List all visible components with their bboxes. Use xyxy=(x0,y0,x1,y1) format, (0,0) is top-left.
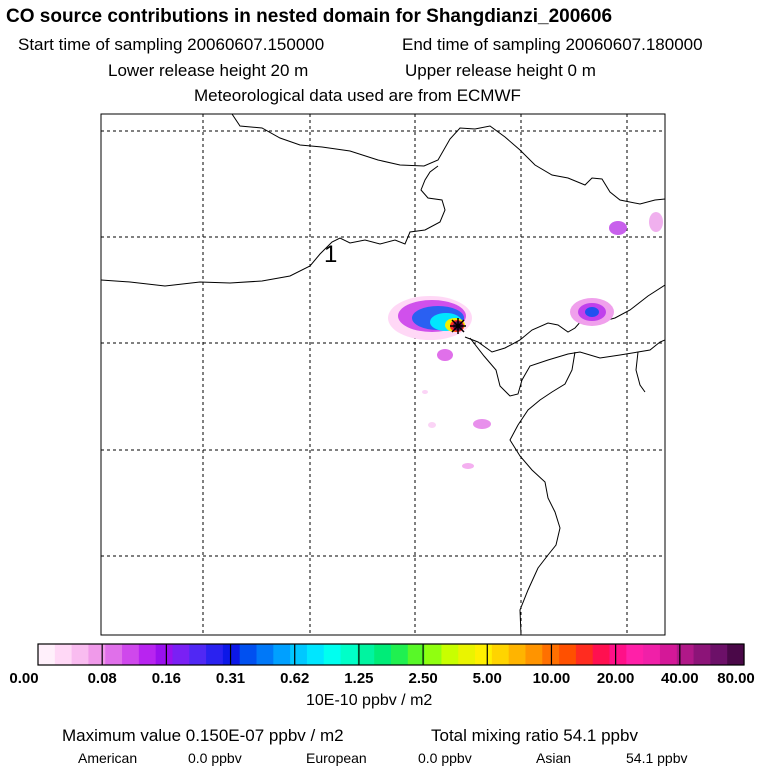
ne-blob-1 xyxy=(609,221,627,235)
colorbar-tick-label: 1.25 xyxy=(344,670,374,687)
colorbar-cell xyxy=(710,644,728,665)
east-blob-blue xyxy=(585,307,599,317)
met-data-label: Meteorological data used are from ECMWF xyxy=(194,86,521,105)
colorbar-tick-label: 10.00 xyxy=(532,670,571,687)
colorbar-cell xyxy=(525,644,543,665)
colorbar-unit: 10E-10 ppbv / m2 xyxy=(306,692,433,709)
european-value: 0.0 ppbv xyxy=(418,750,472,766)
map-label-1: 1 xyxy=(324,241,337,268)
colorbar-tick-label: 2.50 xyxy=(408,670,438,687)
colorbar-cell xyxy=(424,644,443,665)
colorbar-cell xyxy=(626,644,644,665)
coast-bohai xyxy=(464,284,665,353)
colorbar-cell xyxy=(441,644,459,665)
colorbar-tick-label: 0.00 xyxy=(9,670,39,687)
colorbar-cell xyxy=(54,644,73,665)
total-mixing-label: Total mixing ratio 54.1 ppbv xyxy=(431,726,638,745)
colorbar-cell xyxy=(676,644,695,665)
colorbar-cell xyxy=(727,644,745,665)
colorbar-cell xyxy=(592,644,611,665)
american-value: 0.0 ppbv xyxy=(188,750,242,766)
ne-blob-2 xyxy=(649,212,663,232)
colorbar-cell xyxy=(206,644,224,665)
colorbar-tick-label: 0.16 xyxy=(151,670,181,687)
colorbar-tick-label: 80.00 xyxy=(717,670,755,687)
colorbar-cell xyxy=(88,644,106,665)
colorbar-major-ticks xyxy=(101,644,681,665)
colorbar-tick-label: 0.31 xyxy=(215,670,246,687)
colorbar-cell xyxy=(38,644,56,665)
colorbar-cell xyxy=(391,644,409,665)
colorbar-cell xyxy=(508,644,527,665)
end-time-label: End time of sampling 20060607.180000 xyxy=(402,35,703,54)
country-borders xyxy=(101,114,665,635)
max-value-label: Maximum value 0.150E-07 ppbv / m2 xyxy=(62,726,344,745)
colorbar-tick-label: 20.00 xyxy=(596,670,635,687)
colorbar-frame xyxy=(37,643,745,666)
chart-title: CO source contributions in nested domain… xyxy=(6,6,613,27)
colorbar-cell xyxy=(659,644,678,665)
asian-value: 54.1 ppbv xyxy=(626,750,688,766)
receptor-marker xyxy=(450,318,466,334)
colorbar-cell xyxy=(340,644,358,665)
colorbar-cell xyxy=(138,644,157,665)
colorbar-cell xyxy=(458,644,476,665)
colorbar-cell xyxy=(189,644,207,665)
colorbar-tick-label: 40.00 xyxy=(661,670,699,687)
colorbar-cell xyxy=(71,644,90,665)
colorbar-cell xyxy=(222,644,241,665)
colorbar-cell xyxy=(643,644,661,665)
colorbar-cell xyxy=(306,644,325,665)
south-blob-2 xyxy=(473,419,491,429)
south-blob-3 xyxy=(462,463,474,469)
colorbar-cells xyxy=(38,644,745,665)
colorbar-cell xyxy=(323,644,342,665)
colorbar-cell xyxy=(105,644,123,665)
map-frame xyxy=(100,113,666,636)
colorbar-cell xyxy=(122,644,140,665)
colorbar-cell xyxy=(609,644,627,665)
european-label: European xyxy=(306,750,367,766)
colorbar-tick-label: 5.00 xyxy=(472,670,502,687)
colorbar-cell xyxy=(575,644,594,665)
grid-lines xyxy=(101,114,665,635)
colorbar-cell xyxy=(475,644,493,665)
colorbar-cell xyxy=(357,644,375,665)
border-west xyxy=(101,165,446,287)
start-time-label: Start time of sampling 20060607.150000 xyxy=(18,35,325,54)
colorbar-cell xyxy=(256,644,274,665)
south-blob-4 xyxy=(428,422,436,428)
coast-south xyxy=(509,351,576,635)
border-north xyxy=(231,114,665,205)
american-label: American xyxy=(78,750,138,766)
coast-korea xyxy=(635,351,646,393)
colorbar-cell xyxy=(172,644,190,665)
lower-release-label: Lower release height 20 m xyxy=(108,61,309,80)
colorbar-cell xyxy=(239,644,258,665)
colorbar-cell xyxy=(290,644,308,665)
asian-label: Asian xyxy=(536,750,572,766)
colorbar-cell xyxy=(559,644,577,665)
colorbar-cell xyxy=(273,644,291,665)
colorbar-tick-label: 0.08 xyxy=(87,670,117,687)
colorbar-cell xyxy=(407,644,426,665)
colorbar-cell xyxy=(693,644,711,665)
south-blob-5 xyxy=(422,390,428,394)
colorbar-cell xyxy=(491,644,510,665)
south-blob-1 xyxy=(437,349,453,361)
coast-east xyxy=(469,337,665,397)
upper-release-label: Upper release height 0 m xyxy=(405,61,596,80)
colorbar-cell xyxy=(155,644,174,665)
colorbar-tick-label: 0.62 xyxy=(280,670,310,687)
colorbar-cell xyxy=(374,644,392,665)
